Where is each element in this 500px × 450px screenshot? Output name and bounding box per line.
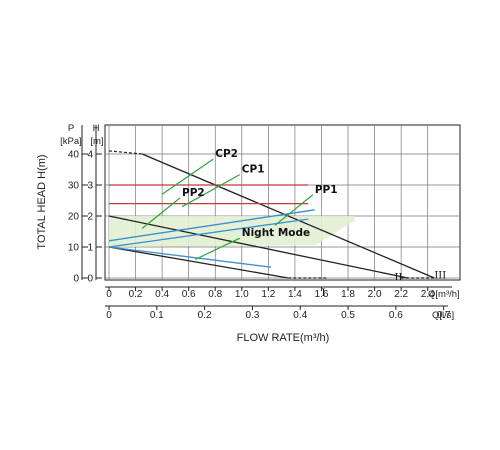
series-pp2 <box>108 209 315 242</box>
h-tick-label: 1 <box>87 243 93 254</box>
q-ls-tick-label: 0.2 <box>198 310 212 321</box>
q-m3h-tick-label: 1.8 <box>341 289 355 300</box>
q-ls-tick-label: 0 <box>106 310 112 321</box>
q-m3h-tick-label: 1.6 <box>315 289 329 300</box>
curve-label-iii: III <box>434 270 446 281</box>
q-ls-tick-label: 0.5 <box>341 310 355 321</box>
series-pp2-line <box>108 209 315 242</box>
q-m3h-tick-label: 0 <box>106 289 112 300</box>
annotation-cp2-label: CP2 <box>215 148 238 160</box>
q-m3h-tick-label: 0.4 <box>155 289 169 300</box>
p-tick-label: 40 <box>68 150 80 161</box>
p-axis-symbol: P <box>68 123 74 134</box>
h-tick-label: 2 <box>87 212 93 223</box>
q-ls-tick-label: 0.7 <box>437 310 451 321</box>
q-ls-tick-label: 0.1 <box>150 310 164 321</box>
q-ls-tick-label: 0.3 <box>245 310 259 321</box>
h-tick-label: 4 <box>87 150 93 161</box>
x-axis-title: FLOW RATE(m³/h) <box>237 332 330 344</box>
series-ii-line <box>108 215 408 279</box>
q-m3h-tick-label: 2.2 <box>394 289 408 300</box>
annotation-pp2-leader <box>141 197 181 229</box>
annotation-night-mode-label: Night Mode <box>242 227 310 239</box>
operating-area <box>109 216 355 247</box>
annotation-cp2-leader <box>161 158 214 195</box>
q-m3h-tick-label: 0.2 <box>129 289 143 300</box>
series-iii-extension-left <box>108 150 143 155</box>
series-i <box>108 246 329 279</box>
series-pp1 <box>108 218 309 248</box>
q-m3h-tick-label: 0.6 <box>182 289 196 300</box>
y-axis-title: TOTAL HEAD H(m) <box>36 154 48 249</box>
p-axis-unit: [kPa] <box>60 136 82 147</box>
annotation-pp1-label: PP1 <box>315 184 338 196</box>
annotation-cp1-leader <box>181 174 241 208</box>
plot-frame <box>104 124 461 281</box>
q-m3h-tick-label: 2.0 <box>368 289 382 300</box>
curve-label-i: I <box>321 288 325 299</box>
q-ls-tick-label: 0.4 <box>293 310 307 321</box>
h-axis-unit: [m] <box>90 136 103 147</box>
series-ii <box>108 215 408 279</box>
p-tick-label: 0 <box>73 274 79 285</box>
q-m3h-tick-label: 1.2 <box>261 289 275 300</box>
h-tick-label: 0 <box>87 274 93 285</box>
p-tick-label: 10 <box>68 243 80 254</box>
annotation-pp2-label: PP2 <box>182 187 205 199</box>
annotation-night-mode-leader <box>195 237 241 260</box>
curve-label-ii: II <box>395 272 403 283</box>
q-ls-tick-label: 0.6 <box>389 310 403 321</box>
series-i-line <box>108 246 289 279</box>
q-m3h-tick-label: 0.8 <box>208 289 222 300</box>
series-night-mode <box>108 246 272 268</box>
series-pp1-line <box>108 218 309 248</box>
annotation-cp1-label: CP1 <box>242 164 265 176</box>
q-m3h-tick-label: 1.0 <box>235 289 249 300</box>
p-tick-label: 30 <box>68 181 80 192</box>
q-m3h-axis-unit: Q[m³/h] <box>428 289 460 300</box>
p-tick-label: 20 <box>68 212 80 223</box>
q-m3h-tick-label: 2.4 <box>421 289 435 300</box>
h-tick-label: 3 <box>87 181 93 192</box>
series-night-mode-line <box>108 246 272 268</box>
q-ls-axis-unit: Q[l/s] <box>432 310 454 321</box>
annotation-pp1-leader <box>274 194 314 226</box>
h-axis-symbol: H <box>93 123 100 134</box>
q-m3h-tick-label: 1.4 <box>288 289 302 300</box>
